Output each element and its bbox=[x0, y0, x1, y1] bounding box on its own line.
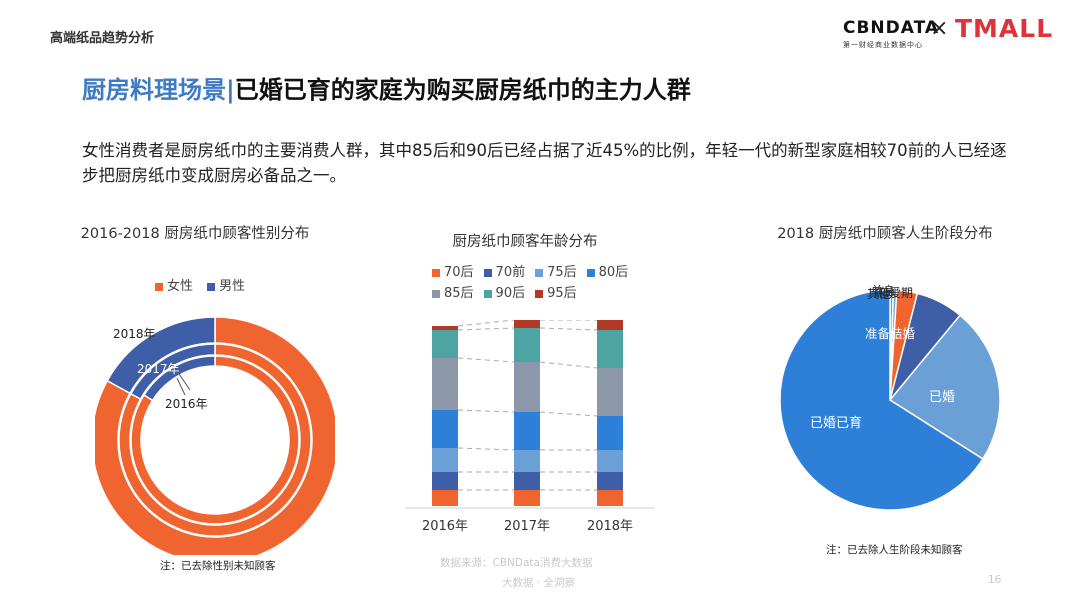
bar-2-seg-6 bbox=[597, 320, 623, 330]
page-number: 16 bbox=[988, 574, 1002, 586]
bar-0-seg-4 bbox=[432, 358, 458, 410]
bar-1-seg-5 bbox=[514, 328, 540, 362]
age-legend-swatch-0 bbox=[432, 268, 440, 277]
bar-2-seg-2 bbox=[597, 450, 623, 472]
age-legend-item-5: 90后 bbox=[483, 286, 526, 301]
age-legend-label-3: 80后 bbox=[598, 265, 629, 280]
legend-male-label: 男性 bbox=[219, 279, 246, 294]
age-legend-label-0: 70后 bbox=[444, 265, 474, 280]
bar-0-seg-2 bbox=[432, 448, 458, 472]
age-legend-label-6: 95后 bbox=[547, 286, 577, 301]
data-slogan: 大数据 · 全洞察 bbox=[502, 577, 576, 589]
age-legend-item-4: 85后 bbox=[432, 286, 474, 301]
ring-label-2016: 2016年 bbox=[165, 397, 208, 411]
section-label: 高端纸品趋势分析 bbox=[50, 31, 155, 46]
pie-label-single: 单身 bbox=[871, 283, 895, 298]
bar-x-label-0: 2016年 bbox=[422, 519, 468, 534]
age-legend-swatch-2 bbox=[535, 268, 544, 277]
bar-link-0-5 bbox=[457, 327, 515, 331]
pie-slice-4 bbox=[888, 314, 1001, 460]
bar-1-seg-4 bbox=[514, 362, 540, 412]
cbndata-logo: CBNDATA bbox=[843, 18, 940, 38]
age-legend-item-2: 75后 bbox=[535, 265, 577, 280]
gender-legend: 女性 男性 bbox=[155, 275, 255, 294]
page-title-separator: | bbox=[226, 76, 235, 104]
donut-ring-0-female bbox=[95, 316, 335, 555]
page-title-scene: 厨房料理场景 bbox=[82, 76, 226, 104]
bar-0-seg-1 bbox=[432, 472, 458, 490]
age-legend-swatch-3 bbox=[586, 268, 595, 277]
bar-0-seg-0 bbox=[432, 490, 458, 506]
page-description: 女性消费者是厨房纸巾的主要消费人群，其中85后和90后已经占据了近45%的比例，… bbox=[82, 141, 1007, 185]
age-legend-label-5: 90后 bbox=[495, 286, 526, 301]
ring-label-2018: 2018年 bbox=[113, 327, 156, 341]
age-legend-item-0: 70后 bbox=[432, 265, 474, 280]
bar-1-seg-0 bbox=[514, 490, 540, 506]
pie-slice-5 bbox=[779, 289, 984, 511]
bar-1-seg-3 bbox=[514, 412, 540, 450]
bar-link-0-6 bbox=[457, 320, 515, 327]
bar-x-label-1: 2017年 bbox=[504, 519, 550, 534]
age-legend-swatch-5 bbox=[483, 289, 492, 298]
bar-0-seg-3 bbox=[432, 410, 458, 448]
bar-1-seg-2 bbox=[514, 450, 540, 472]
bar-link-1-4 bbox=[539, 361, 598, 369]
cbndata-logo-subtitle: 第一财经商业数据中心 bbox=[843, 41, 923, 49]
age-chart-title: 厨房纸巾顾客年龄分布 bbox=[452, 234, 598, 250]
bar-0-seg-6 bbox=[432, 326, 458, 330]
pie-label-engaged: 准备结婚 bbox=[865, 326, 916, 341]
age-stacked-bar-chart: 2016年 2017年 2018年 bbox=[405, 320, 655, 534]
label-2016-leader bbox=[176, 377, 186, 396]
age-legend-label-4: 85后 bbox=[444, 286, 474, 301]
age-legend: 70后 70前 75后 80后 85后 90后 95后 bbox=[432, 262, 662, 304]
bar-link-0-3 bbox=[457, 409, 515, 413]
bar-2-seg-1 bbox=[597, 472, 623, 490]
stage-pie-chart: 其他 恋爱期 单身 准备结婚 已婚 已婚已育 bbox=[779, 283, 1001, 511]
bar-link-1-3 bbox=[539, 411, 598, 417]
tmall-logo: TMALL bbox=[955, 14, 1054, 43]
bar-2-seg-3 bbox=[597, 416, 623, 450]
age-legend-swatch-4 bbox=[432, 289, 440, 298]
stage-note: 注：已去除人生阶段未知顾客 bbox=[826, 544, 963, 556]
bar-x-label-2: 2018年 bbox=[587, 519, 633, 534]
ring-label-2017: 2017年 bbox=[137, 362, 180, 376]
age-legend-label-1: 70前 bbox=[495, 265, 526, 280]
bar-link-0-2 bbox=[457, 447, 515, 451]
legend-female-label: 女性 bbox=[167, 279, 194, 294]
page-title: 厨房料理场景|已婚已育的家庭为购买厨房纸巾的主力人群 bbox=[82, 70, 691, 105]
age-legend-label-2: 75后 bbox=[547, 265, 577, 280]
donut-ring-2-male bbox=[143, 355, 216, 402]
age-legend-item-3: 80后 bbox=[586, 265, 629, 280]
bar-2-seg-0 bbox=[597, 490, 623, 506]
bar-1-seg-1 bbox=[514, 472, 540, 490]
gender-chart-title: 2016-2018 厨房纸巾顾客性别分布 bbox=[80, 226, 310, 242]
donut-ring-0-male bbox=[106, 316, 216, 395]
pie-label-dating: 恋爱期 bbox=[877, 285, 913, 300]
legend-female-swatch bbox=[155, 282, 163, 291]
age-legend-item-6: 95后 bbox=[535, 286, 577, 301]
gender-note: 注：已去除性别未知顾客 bbox=[160, 560, 276, 572]
logo-separator: × bbox=[930, 16, 949, 41]
data-source: 数据来源：CBNData消费大数据 bbox=[440, 557, 593, 569]
gender-donut-chart: 2018年 2017年 2016年 bbox=[95, 316, 335, 555]
pie-label-married: 已婚 bbox=[929, 390, 955, 405]
page-title-headline: 已婚已育的家庭为购买厨房纸巾的主力人群 bbox=[234, 76, 691, 104]
pie-label-married-with-kids: 已婚已育 bbox=[810, 415, 862, 431]
bar-2-seg-5 bbox=[597, 330, 623, 368]
donut-ring-1-male bbox=[129, 343, 216, 401]
stage-chart-title: 2018 厨房纸巾顾客人生阶段分布 bbox=[777, 226, 993, 242]
age-legend-swatch-6 bbox=[535, 289, 544, 298]
label-2017-leader bbox=[172, 364, 191, 391]
pie-label-other: 其他 bbox=[867, 287, 891, 301]
bar-2-seg-4 bbox=[597, 368, 623, 416]
bar-0-seg-5 bbox=[432, 330, 458, 358]
legend-male-swatch bbox=[207, 282, 216, 291]
age-legend-item-1: 70前 bbox=[483, 265, 526, 280]
bar-1-seg-6 bbox=[514, 320, 540, 328]
bar-link-0-4 bbox=[457, 357, 515, 363]
age-legend-swatch-1 bbox=[483, 268, 492, 277]
bar-link-1-5 bbox=[539, 327, 598, 331]
